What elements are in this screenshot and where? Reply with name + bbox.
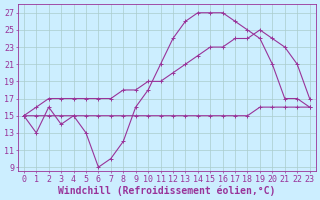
X-axis label: Windchill (Refroidissement éolien,°C): Windchill (Refroidissement éolien,°C)	[58, 185, 276, 196]
